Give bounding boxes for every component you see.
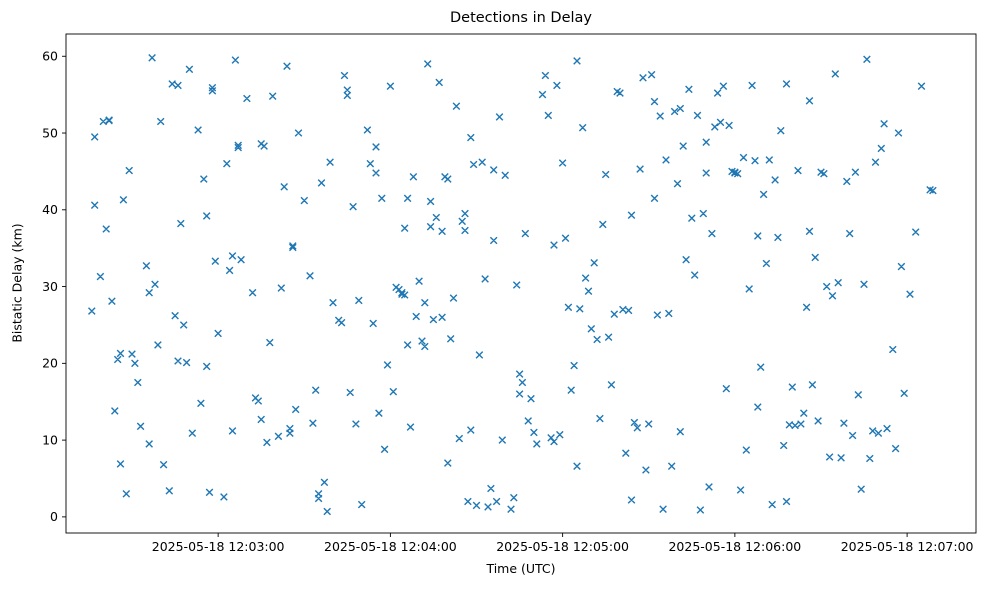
- x-tick-label: 2025-05-18 12:07:00: [841, 539, 974, 554]
- chart-title: Detections in Delay: [449, 10, 592, 26]
- plot-frame: [65, 33, 977, 534]
- y-tick-label: 0: [50, 509, 58, 524]
- scatter-points: [88, 54, 937, 516]
- x-axis-label: Time (UTC): [486, 561, 556, 576]
- x-tick-label: 2025-05-18 12:05:00: [496, 539, 629, 554]
- y-tick-label: 50: [42, 125, 58, 140]
- x-tick-label: 2025-05-18 12:04:00: [324, 539, 457, 554]
- y-axis-label: Bistatic Delay (km): [9, 223, 25, 343]
- y-tick-label: 40: [42, 202, 58, 217]
- x-tick-label: 2025-05-18 12:03:00: [152, 539, 285, 554]
- y-tick-label: 30: [42, 279, 58, 294]
- y-tick-label: 10: [42, 432, 58, 447]
- y-tick-label: 60: [42, 49, 58, 64]
- x-tick-label: 2025-05-18 12:06:00: [668, 539, 801, 554]
- y-tick-label: 20: [42, 356, 58, 371]
